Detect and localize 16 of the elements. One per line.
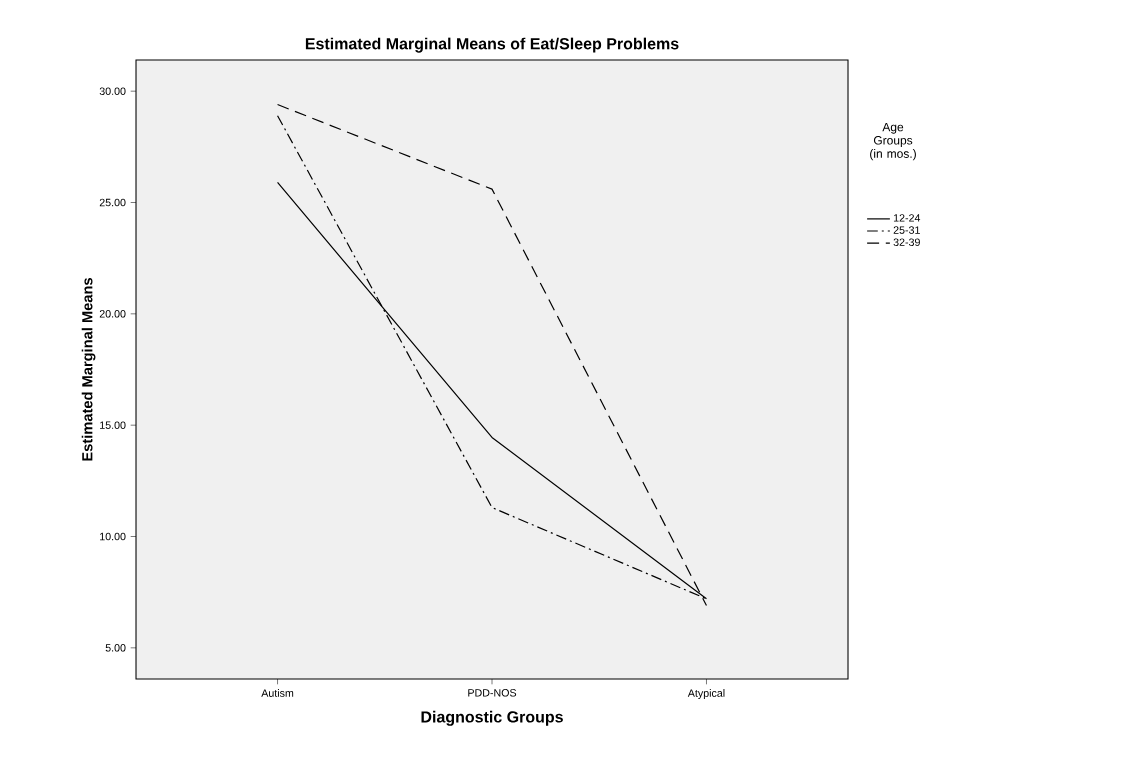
x-tick-label: PDD-NOS [468, 689, 517, 697]
x-tick-label: Autism [261, 689, 294, 697]
y-tick-label: 30.00 [99, 87, 126, 95]
legend-label: 25-31 [893, 226, 920, 234]
y-axis-title: Estimated Marginal Means [81, 278, 96, 461]
legend-label: 12-24 [893, 214, 921, 222]
legend-label: 32-39 [893, 238, 920, 246]
y-tick-label: 5.00 [105, 644, 126, 652]
chart-title: Estimated Marginal Means of Eat/Sleep Problems [305, 37, 679, 53]
x-tick-label: Atypical [687, 689, 725, 699]
y-tick-label: 25.00 [99, 198, 126, 207]
legend-title: Age Groups (in mos.) [870, 122, 916, 161]
x-axis-title: Diagnostic Groups [421, 710, 563, 726]
y-tick-label: 20.00 [99, 310, 126, 318]
y-tick-label: 15.00 [100, 421, 126, 429]
y-tick-label: 10.00 [100, 532, 126, 541]
